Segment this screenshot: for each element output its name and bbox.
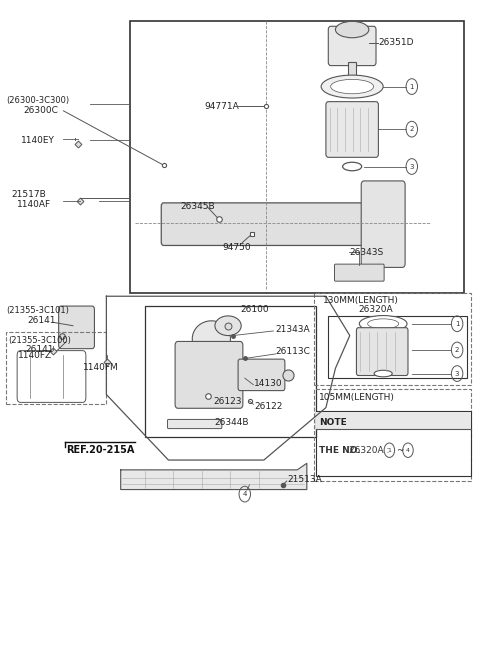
- Text: 26122: 26122: [254, 402, 283, 411]
- Text: 26123: 26123: [214, 397, 242, 405]
- Text: NOTE: NOTE: [319, 418, 347, 426]
- Text: 130MM(LENGTH): 130MM(LENGTH): [323, 296, 398, 305]
- Text: 105MM(LENGTH): 105MM(LENGTH): [319, 393, 395, 402]
- Text: 26113C: 26113C: [276, 347, 311, 357]
- Polygon shape: [120, 463, 307, 490]
- Text: 21517B: 21517B: [11, 190, 46, 199]
- Text: 26345B: 26345B: [180, 202, 215, 211]
- Text: 26100: 26100: [240, 305, 269, 314]
- Text: 94750: 94750: [222, 243, 251, 251]
- Text: 26300C: 26300C: [23, 107, 58, 115]
- Text: 1140AF: 1140AF: [17, 200, 51, 209]
- Ellipse shape: [368, 319, 399, 329]
- Text: 26320A: 26320A: [359, 305, 393, 315]
- FancyBboxPatch shape: [328, 26, 376, 66]
- Text: 4: 4: [242, 491, 247, 497]
- Bar: [314, 293, 471, 385]
- FancyBboxPatch shape: [161, 203, 376, 245]
- Text: 1140EY: 1140EY: [21, 136, 54, 145]
- Bar: [348, 63, 356, 82]
- Text: (21355-3C101): (21355-3C101): [6, 306, 69, 315]
- FancyBboxPatch shape: [175, 342, 243, 408]
- Ellipse shape: [374, 370, 392, 377]
- Text: 1140FZ: 1140FZ: [18, 351, 52, 360]
- Ellipse shape: [321, 75, 383, 98]
- Text: 26343S: 26343S: [350, 248, 384, 257]
- Text: REF.20-215A: REF.20-215A: [66, 445, 134, 455]
- Text: 3: 3: [455, 370, 459, 376]
- Text: 14130: 14130: [254, 379, 283, 388]
- Ellipse shape: [215, 316, 241, 336]
- FancyBboxPatch shape: [238, 359, 285, 391]
- FancyBboxPatch shape: [335, 264, 384, 281]
- Bar: [130, 21, 464, 293]
- FancyBboxPatch shape: [357, 328, 408, 376]
- Bar: [328, 316, 467, 378]
- Bar: [316, 411, 471, 476]
- Text: 2: 2: [409, 126, 414, 132]
- FancyBboxPatch shape: [168, 419, 222, 428]
- Text: 26351D: 26351D: [378, 38, 414, 47]
- Text: 1: 1: [409, 84, 414, 89]
- Text: (26300-3C300): (26300-3C300): [6, 97, 69, 105]
- Text: 1: 1: [387, 447, 391, 453]
- Bar: [6, 332, 107, 405]
- Ellipse shape: [360, 316, 407, 332]
- Text: 26141: 26141: [25, 345, 54, 355]
- Ellipse shape: [192, 321, 230, 357]
- FancyBboxPatch shape: [59, 306, 95, 349]
- Bar: [144, 306, 316, 437]
- Text: THE NO.: THE NO.: [319, 445, 360, 455]
- Text: 1: 1: [455, 320, 459, 327]
- Text: 21343A: 21343A: [276, 324, 311, 334]
- Text: 21513A: 21513A: [288, 475, 323, 484]
- Text: 26344B: 26344B: [215, 418, 249, 427]
- Bar: [316, 412, 471, 428]
- Ellipse shape: [336, 21, 369, 38]
- Text: 26141: 26141: [28, 316, 56, 325]
- Text: 94771A: 94771A: [204, 102, 239, 111]
- Text: 2: 2: [455, 347, 459, 353]
- Bar: [314, 390, 471, 481]
- Text: (21355-3C100): (21355-3C100): [9, 336, 72, 345]
- Text: 1140FM: 1140FM: [83, 363, 118, 372]
- FancyBboxPatch shape: [326, 101, 378, 157]
- FancyBboxPatch shape: [361, 181, 405, 267]
- Text: 4: 4: [406, 447, 410, 453]
- Text: 3: 3: [409, 163, 414, 170]
- Text: 26320A :: 26320A :: [349, 445, 389, 455]
- Ellipse shape: [331, 80, 373, 94]
- Text: ~: ~: [396, 445, 403, 455]
- Ellipse shape: [343, 163, 362, 171]
